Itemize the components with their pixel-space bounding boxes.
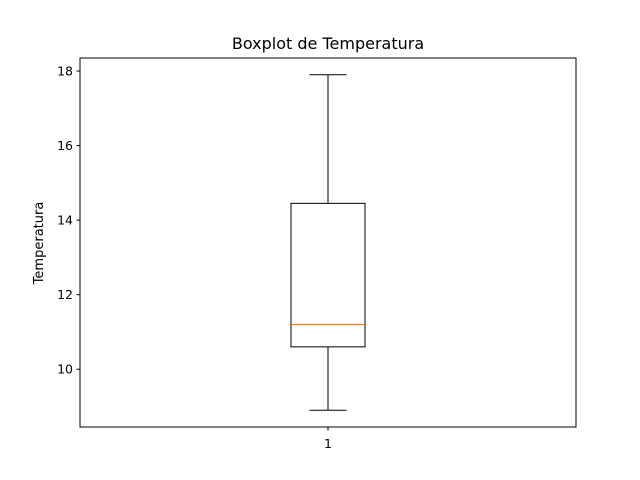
y-tick-label: 10 [57, 362, 73, 377]
plot-marks [290, 74, 366, 411]
y-axis-ticks: 10 12 14 16 18 [57, 64, 80, 377]
chart-title: Boxplot de Temperatura [232, 34, 424, 53]
y-tick-label: 18 [57, 64, 73, 79]
y-axis-label: Temperatura [32, 202, 47, 286]
iqr-box [290, 202, 366, 348]
x-tick-label: 1 [324, 436, 332, 451]
axes-frame [79, 57, 577, 428]
y-tick-label: 14 [57, 213, 73, 228]
x-axis-ticks: 1 [324, 427, 332, 451]
y-tick-label: 16 [57, 138, 73, 153]
y-tick-label: 12 [57, 287, 73, 302]
